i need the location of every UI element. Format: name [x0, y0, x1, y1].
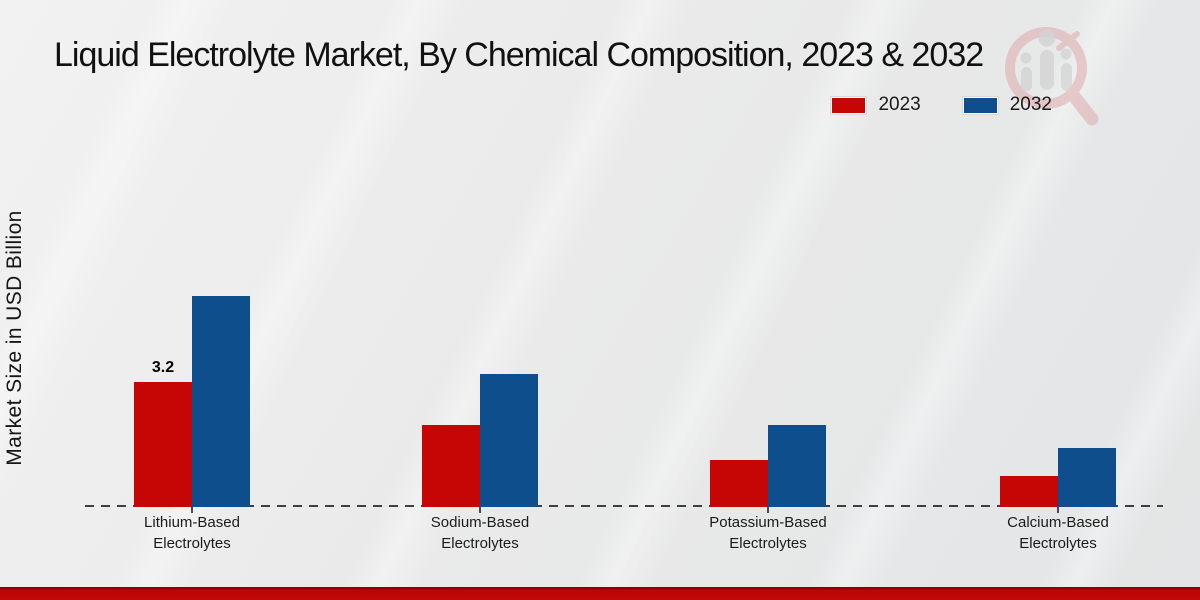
- legend-label-2032: 2032: [1009, 94, 1052, 115]
- x-axis-tick-lithium-based: [191, 507, 193, 513]
- magnifier-icon: [1005, 27, 1099, 126]
- bar-2032-potassium-based: [768, 425, 826, 507]
- legend-swatch-2032: [962, 96, 998, 114]
- legend: 2023 2032: [831, 94, 1052, 116]
- x-axis-tick-calcium-based: [1057, 507, 1059, 513]
- legend-swatch-2023: [831, 96, 867, 114]
- x-axis-tick-potassium-based: [767, 507, 769, 513]
- chart-title: Liquid Electrolyte Market, By Chemical C…: [54, 36, 984, 74]
- category-label-potassium-based: Potassium-Based Electrolytes: [709, 514, 827, 552]
- x-axis-tick-sodium-based: [479, 507, 481, 513]
- bar-2023-lithium-based: [134, 382, 192, 507]
- bar-chart-icon: [1020, 29, 1072, 91]
- bar-2032-calcium-based: [1058, 448, 1116, 507]
- value-label-2023-lithium-based: 3.2: [151, 359, 175, 376]
- legend-item-2032: 2032: [962, 94, 1052, 116]
- bottom-accent-bar: [0, 587, 1200, 600]
- x-axis-baseline: [85, 505, 1163, 507]
- bar-2023-sodium-based: [422, 425, 480, 507]
- category-label-sodium-based: Sodium-Based Electrolytes: [430, 514, 530, 552]
- bar-2032-sodium-based: [480, 374, 538, 507]
- legend-item-2023: 2023: [831, 94, 921, 116]
- legend-label-2023: 2023: [878, 94, 921, 115]
- category-label-calcium-based: Calcium-Based Electrolytes: [1007, 514, 1109, 552]
- bar-2032-lithium-based: [192, 296, 250, 507]
- bar-2023-calcium-based: [1000, 476, 1058, 507]
- bar-2023-potassium-based: [710, 460, 768, 507]
- category-label-lithium-based: Lithium-Based Electrolytes: [144, 514, 240, 552]
- watermark-logo: [1005, 27, 1099, 126]
